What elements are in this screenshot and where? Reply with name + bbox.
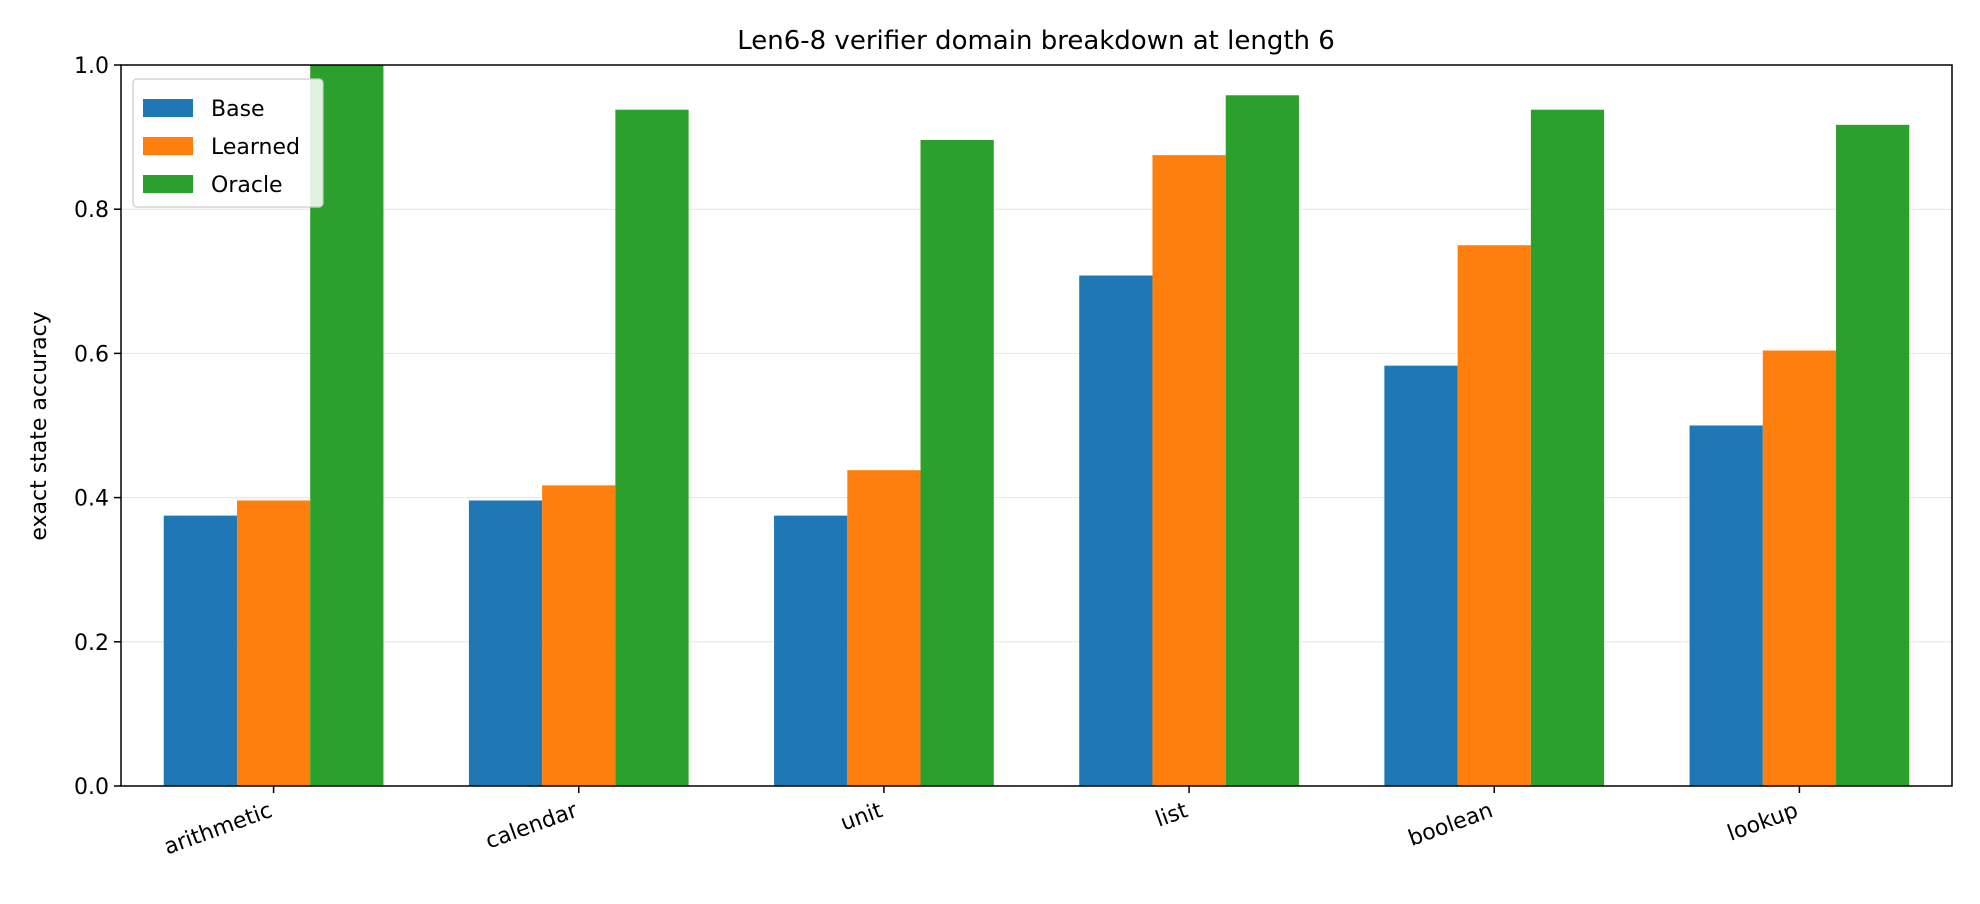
- bar-learned-boolean: [1457, 245, 1531, 786]
- legend: Base Learned Oracle: [132, 78, 324, 208]
- legend-label-learned: Learned: [211, 135, 300, 160]
- y-tick-label: 0.4: [74, 487, 109, 512]
- bar-learned-list: [1152, 155, 1226, 786]
- chart-title: Len6-8 verifier domain breakdown at leng…: [737, 26, 1335, 56]
- legend-label-oracle: Oracle: [211, 173, 283, 198]
- y-axis-label: exact state accuracy: [27, 311, 52, 540]
- bar-learned-arithmetic: [236, 500, 311, 786]
- y-tick-label: 0.6: [74, 342, 109, 367]
- bar-base-calendar: [468, 500, 543, 786]
- bar-learned-calendar: [542, 485, 616, 786]
- y-tick-label: 0.2: [74, 631, 109, 656]
- y-tick-label: 1.0: [74, 54, 109, 79]
- bar-oracle-list: [1225, 95, 1299, 787]
- y-axis-ticks: 0.0 0.2 0.4 0.6 0.8 1.0: [74, 54, 121, 800]
- grid-lines: [121, 208, 1952, 643]
- y-tick-label: 0.8: [74, 198, 109, 223]
- bar-base-list: [1079, 275, 1153, 786]
- bar-base-lookup: [1689, 425, 1763, 786]
- legend-swatch-base: [143, 99, 193, 117]
- bars: [163, 65, 1910, 787]
- bar-oracle-unit: [920, 139, 994, 786]
- plot-frame: [120, 64, 1953, 787]
- y-tick-label: 0.0: [74, 775, 109, 800]
- bar-learned-lookup: [1762, 350, 1837, 786]
- legend-swatch-learned: [143, 137, 193, 155]
- legend-label-base: Base: [211, 97, 265, 122]
- bar-base-unit: [774, 515, 848, 786]
- bar-oracle-lookup: [1836, 124, 1910, 786]
- bar-base-arithmetic: [163, 515, 237, 786]
- bar-base-boolean: [1384, 365, 1458, 786]
- bar-oracle-calendar: [615, 109, 689, 786]
- bar-learned-unit: [847, 470, 921, 786]
- bar-oracle-boolean: [1530, 109, 1605, 786]
- legend-swatch-oracle: [143, 175, 193, 193]
